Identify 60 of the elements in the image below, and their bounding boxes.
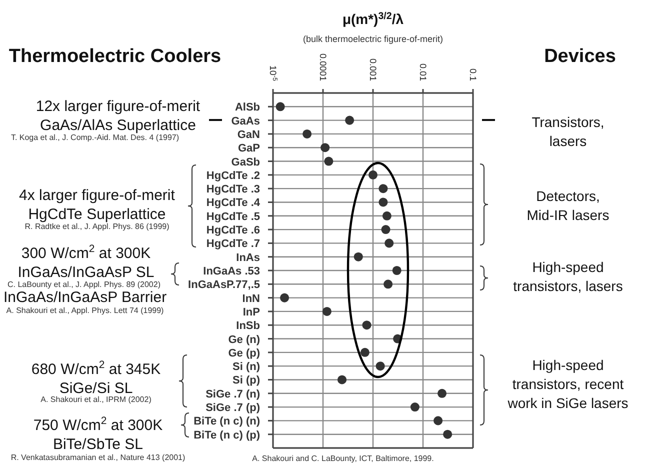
y-tick-label: InSb <box>236 320 260 332</box>
text: transistors, recent <box>512 376 624 392</box>
y-tick-label: HgCdTe .4 <box>206 197 261 210</box>
text: SiGe/Si SL <box>59 380 133 397</box>
y-tick-label: GaAs <box>231 115 260 128</box>
text: InGaAs/InGaAsP Barrier <box>3 289 167 306</box>
y-tick-label: InAs <box>236 252 260 264</box>
y-tick-label: GaSb <box>231 156 260 168</box>
y-tick-label: InGaAs .53 <box>203 266 260 278</box>
y-tick-label: Ge (n) <box>228 334 260 346</box>
text: Transistors, <box>532 114 604 130</box>
text: lasers <box>549 133 587 149</box>
y-tick-label: InGaAsP.77,.5 <box>188 279 260 292</box>
x-tick-label: 0.001 <box>368 58 378 81</box>
text: BiTe/SbTe SL <box>52 436 144 453</box>
y-tick-label: Ge (p) <box>228 347 260 360</box>
y-tick-label: HgCdTe .2 <box>206 170 260 182</box>
y-tick-label: BiTe (n c) (n) <box>194 416 260 428</box>
text: 300 W/cm$^{2}$ at 300K <box>21 243 151 262</box>
text: GaAs/AlAs Superlattice <box>40 117 196 134</box>
text: A. Shakouri et al., IPRM (2002) <box>40 395 152 404</box>
text: Mid-IR lasers <box>526 207 610 223</box>
x-tick-label: 0.0001 <box>318 53 328 81</box>
text: 4x larger figure-of-merit <box>19 187 176 204</box>
chart-title: μ(m*)$^{3/2}$/λ <box>342 10 404 27</box>
y-tick-label: InN <box>242 292 260 305</box>
text: Devices <box>544 46 616 67</box>
y-tick-label: SiGe .7 (p) <box>206 402 260 414</box>
text: R. Venkatasubramanian et al., Nature 413 (2001) <box>10 453 186 462</box>
text: 680 W/cm$^{2}$ at 345K <box>31 359 161 378</box>
x-tick-label: 0.01 <box>418 63 428 81</box>
text: InGaAs/InGaAsP SL <box>18 264 154 281</box>
y-tick-label: Si (p) <box>232 374 260 387</box>
text: T. Koga et al., J. Comp.-Aid. Mat. Des. 4 (1997) <box>10 133 180 142</box>
text: 12x larger figure-of-merit <box>36 98 201 115</box>
text: Detectors, <box>536 188 600 204</box>
y-tick-label: GaN <box>237 128 260 141</box>
text: 750 W/cm$^{2}$ at 300K <box>33 415 163 434</box>
text: work in SiGe lasers <box>506 395 628 411</box>
text: High-speed <box>532 259 604 275</box>
text: High-speed <box>532 357 604 373</box>
text: Thermoelectric Coolers <box>8 46 222 67</box>
text: HgCdTe Superlattice <box>28 206 166 223</box>
y-tick-label: HgCdTe .7 <box>206 238 260 250</box>
y-tick-label: GaP <box>238 142 260 155</box>
text: A. Shakouri and C. LaBounty, ICT, Baltimore, 1999. <box>252 454 434 463</box>
text: C. LaBounty et al., J. Appl. Phys. 89 (2002) <box>8 280 161 289</box>
y-tick-label: HgCdTe .5 <box>206 210 260 223</box>
y-tick-label: InP <box>242 306 260 318</box>
y-tick-label: SiGe .7 (n) <box>206 388 260 400</box>
y-tick-label: AlSb <box>234 102 260 114</box>
y-tick-label: HgCdTe .3 <box>206 184 260 196</box>
chart-subtitle: (bulk thermoelectric figure-of-merit) <box>302 34 444 44</box>
text: A. Shakouri et al., Appl. Phys. Lett 74 (1999) <box>6 306 164 315</box>
y-tick-label: Si (n) <box>232 361 260 374</box>
y-tick-label: HgCdTe .6 <box>206 224 260 237</box>
x-tick-label: 0.1 <box>468 68 478 81</box>
text: transistors, lasers <box>513 278 623 294</box>
text: R. Radtke et al., J. Appl. Phys. 86 (1999) <box>24 222 170 231</box>
y-tick-label: BiTe (n c) (p) <box>194 429 260 442</box>
